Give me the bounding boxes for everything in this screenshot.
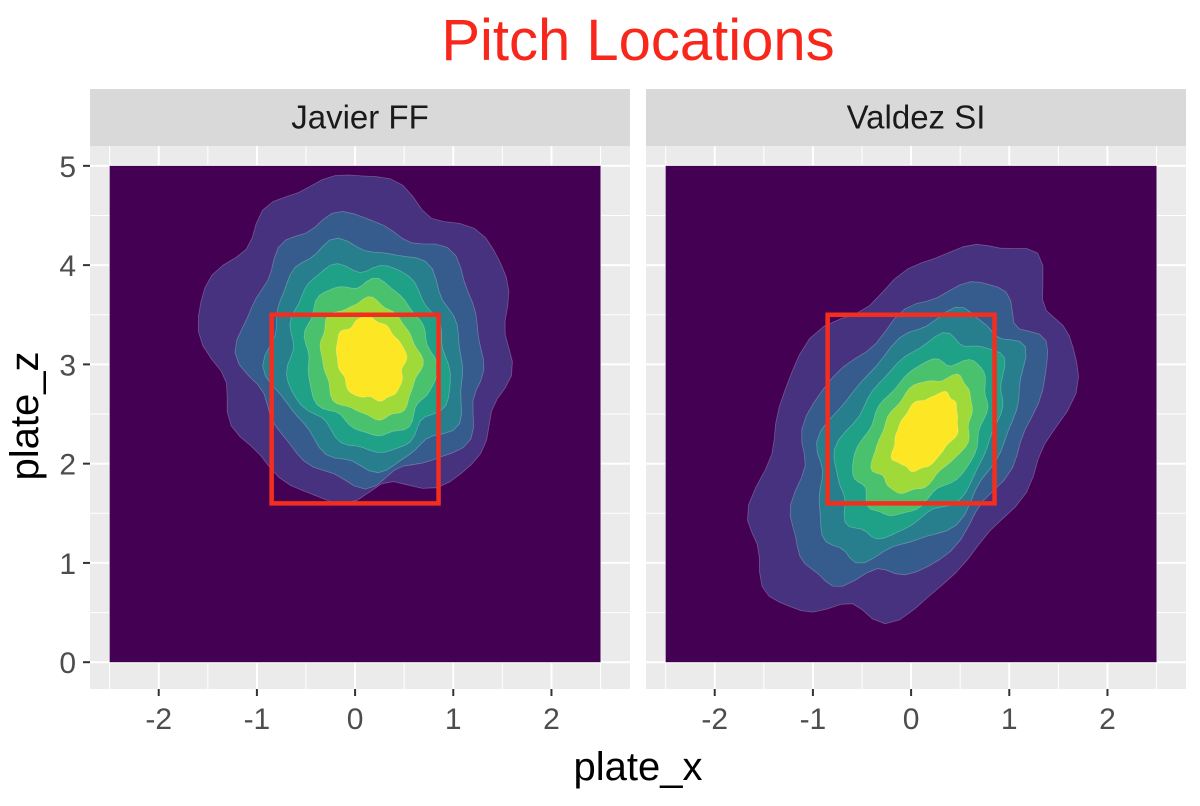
x-tick-label: 2 (1099, 703, 1116, 736)
x-tick-label: -1 (800, 703, 827, 736)
y-tick-label: 0 (59, 647, 76, 680)
x-tick-label: 1 (445, 703, 462, 736)
facet-strip (646, 89, 1186, 146)
strike-zone-box (825, 312, 997, 506)
y-tick-label: 2 (59, 449, 76, 482)
x-tick-label: 1 (1001, 703, 1018, 736)
y-tick-label: 4 (59, 250, 76, 283)
facet-strip-label: Javier FF (291, 99, 429, 136)
density-contour-level-7 (335, 315, 408, 402)
facet-panel: Valdez SI -2 -1 0 1 2 (646, 89, 1186, 736)
x-tick-label: 0 (903, 703, 920, 736)
x-tick-label: -2 (145, 703, 172, 736)
density-contour-level-7 (890, 390, 959, 473)
y-axis: 0 1 2 3 4 5 (59, 151, 90, 680)
y-tick-label: 3 (59, 349, 76, 382)
x-tick-label: 0 (347, 703, 364, 736)
x-tick-label: -1 (244, 703, 271, 736)
facet-panel: Javier FF -2 -1 0 1 2 (90, 89, 630, 736)
density-contours (197, 174, 513, 505)
chart-title: Pitch Locations (441, 8, 834, 73)
density-contours (747, 243, 1080, 625)
y-axis-title: plate_z (3, 352, 47, 481)
y-tick-label: 1 (59, 548, 76, 581)
facet-panels: Javier FF -2 -1 0 1 2 Valdez SI -2 -1 0 1 2 (90, 89, 1186, 736)
x-tick-label: -2 (701, 703, 728, 736)
y-tick-label: 5 (59, 151, 76, 184)
facet-strip (90, 89, 630, 146)
facet-strip-label: Valdez SI (847, 99, 986, 136)
strike-zone-box (269, 312, 441, 506)
x-tick-label: 2 (543, 703, 560, 736)
x-axis-title: plate_x (574, 745, 703, 789)
